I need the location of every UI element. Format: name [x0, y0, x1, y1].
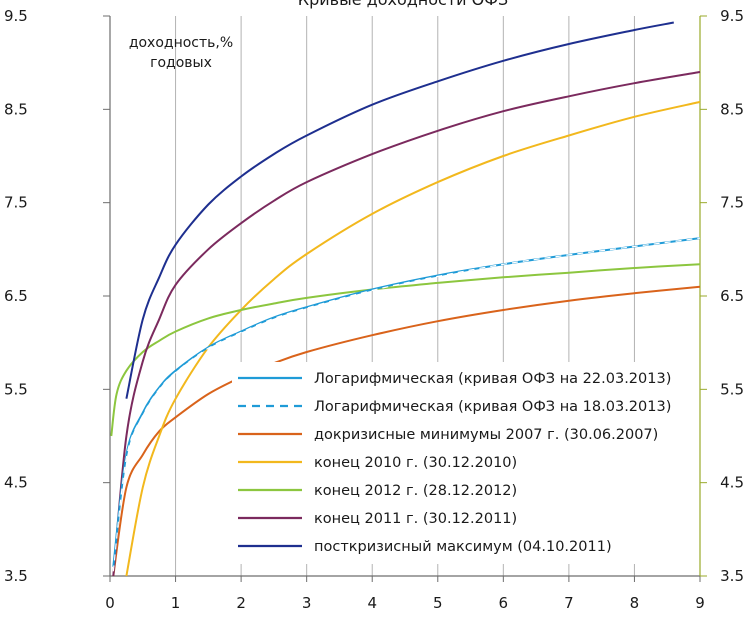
y-tick-label-left: 6.5 [4, 287, 28, 305]
series-line-4 [110, 263, 701, 437]
y-tick-label-left: 5.5 [4, 380, 28, 398]
legend-label: посткризисный максимум (04.10.2011) [314, 539, 612, 555]
series-lines [110, 21, 701, 577]
legend-label: Логарифмическая (кривая ОФЗ на 18.03.201… [314, 399, 671, 415]
series-line-2 [112, 285, 701, 577]
y-tick-label-right: 9.5 [720, 7, 744, 25]
x-tick-label: 1 [171, 594, 181, 612]
x-tick-label: 8 [630, 594, 640, 612]
x-tick-label: 2 [236, 594, 246, 612]
legend-label: конец 2011 г. (30.12.2011) [314, 511, 517, 527]
series-line-3 [125, 100, 701, 577]
x-tick-label: 7 [564, 594, 574, 612]
series-line-5 [112, 71, 701, 577]
chart-title: Кривые доходности ОФЗ [298, 0, 509, 9]
x-tick-label: 6 [499, 594, 509, 612]
y-tick-label-right: 4.5 [720, 474, 744, 492]
axes [103, 15, 707, 582]
y-tick-label-left: 3.5 [4, 567, 28, 585]
x-tick-label: 5 [433, 594, 443, 612]
y-annotation-line-1: доходность,% [129, 35, 233, 51]
y-tick-label-left: 8.5 [4, 100, 28, 118]
y-annotation-line-2: годовых [150, 55, 212, 71]
y-tick-label-right: 3.5 [720, 567, 744, 585]
y-tick-label-left: 9.5 [4, 7, 28, 25]
tick-labels: 0 1 2 3 4 5 6 7 8 9 3.5 4.5 5.5 6.5 7.5 8.5 9.5 3.5 4.5 5.5… [4, 7, 744, 612]
series-line-6 [125, 21, 674, 399]
y-tick-label-right: 7.5 [720, 194, 744, 212]
x-tick-label: 3 [302, 594, 312, 612]
y-tick-label-right: 8.5 [720, 100, 744, 118]
legend-background [232, 362, 696, 564]
x-tick-label: 4 [367, 594, 377, 612]
legend-label: докризисные минимумы 2007 г. (30.06.2007… [314, 427, 658, 443]
y-tick-label-right: 5.5 [720, 380, 744, 398]
legend-label: Логарифмическая (кривая ОФЗ на 22.03.201… [314, 371, 671, 387]
y-tick-label-right: 6.5 [720, 287, 744, 305]
x-tick-label: 9 [695, 594, 705, 612]
x-tick-label: 0 [105, 594, 115, 612]
y-tick-label-left: 4.5 [4, 474, 28, 492]
legend-label: конец 2012 г. (28.12.2012) [314, 483, 517, 499]
legend: Логарифмическая (кривая ОФЗ на 22.03.201… [232, 362, 696, 564]
series-line-1 [112, 237, 701, 572]
y-tick-label-left: 7.5 [4, 194, 28, 212]
legend-label: конец 2010 г. (30.12.2010) [314, 455, 517, 471]
